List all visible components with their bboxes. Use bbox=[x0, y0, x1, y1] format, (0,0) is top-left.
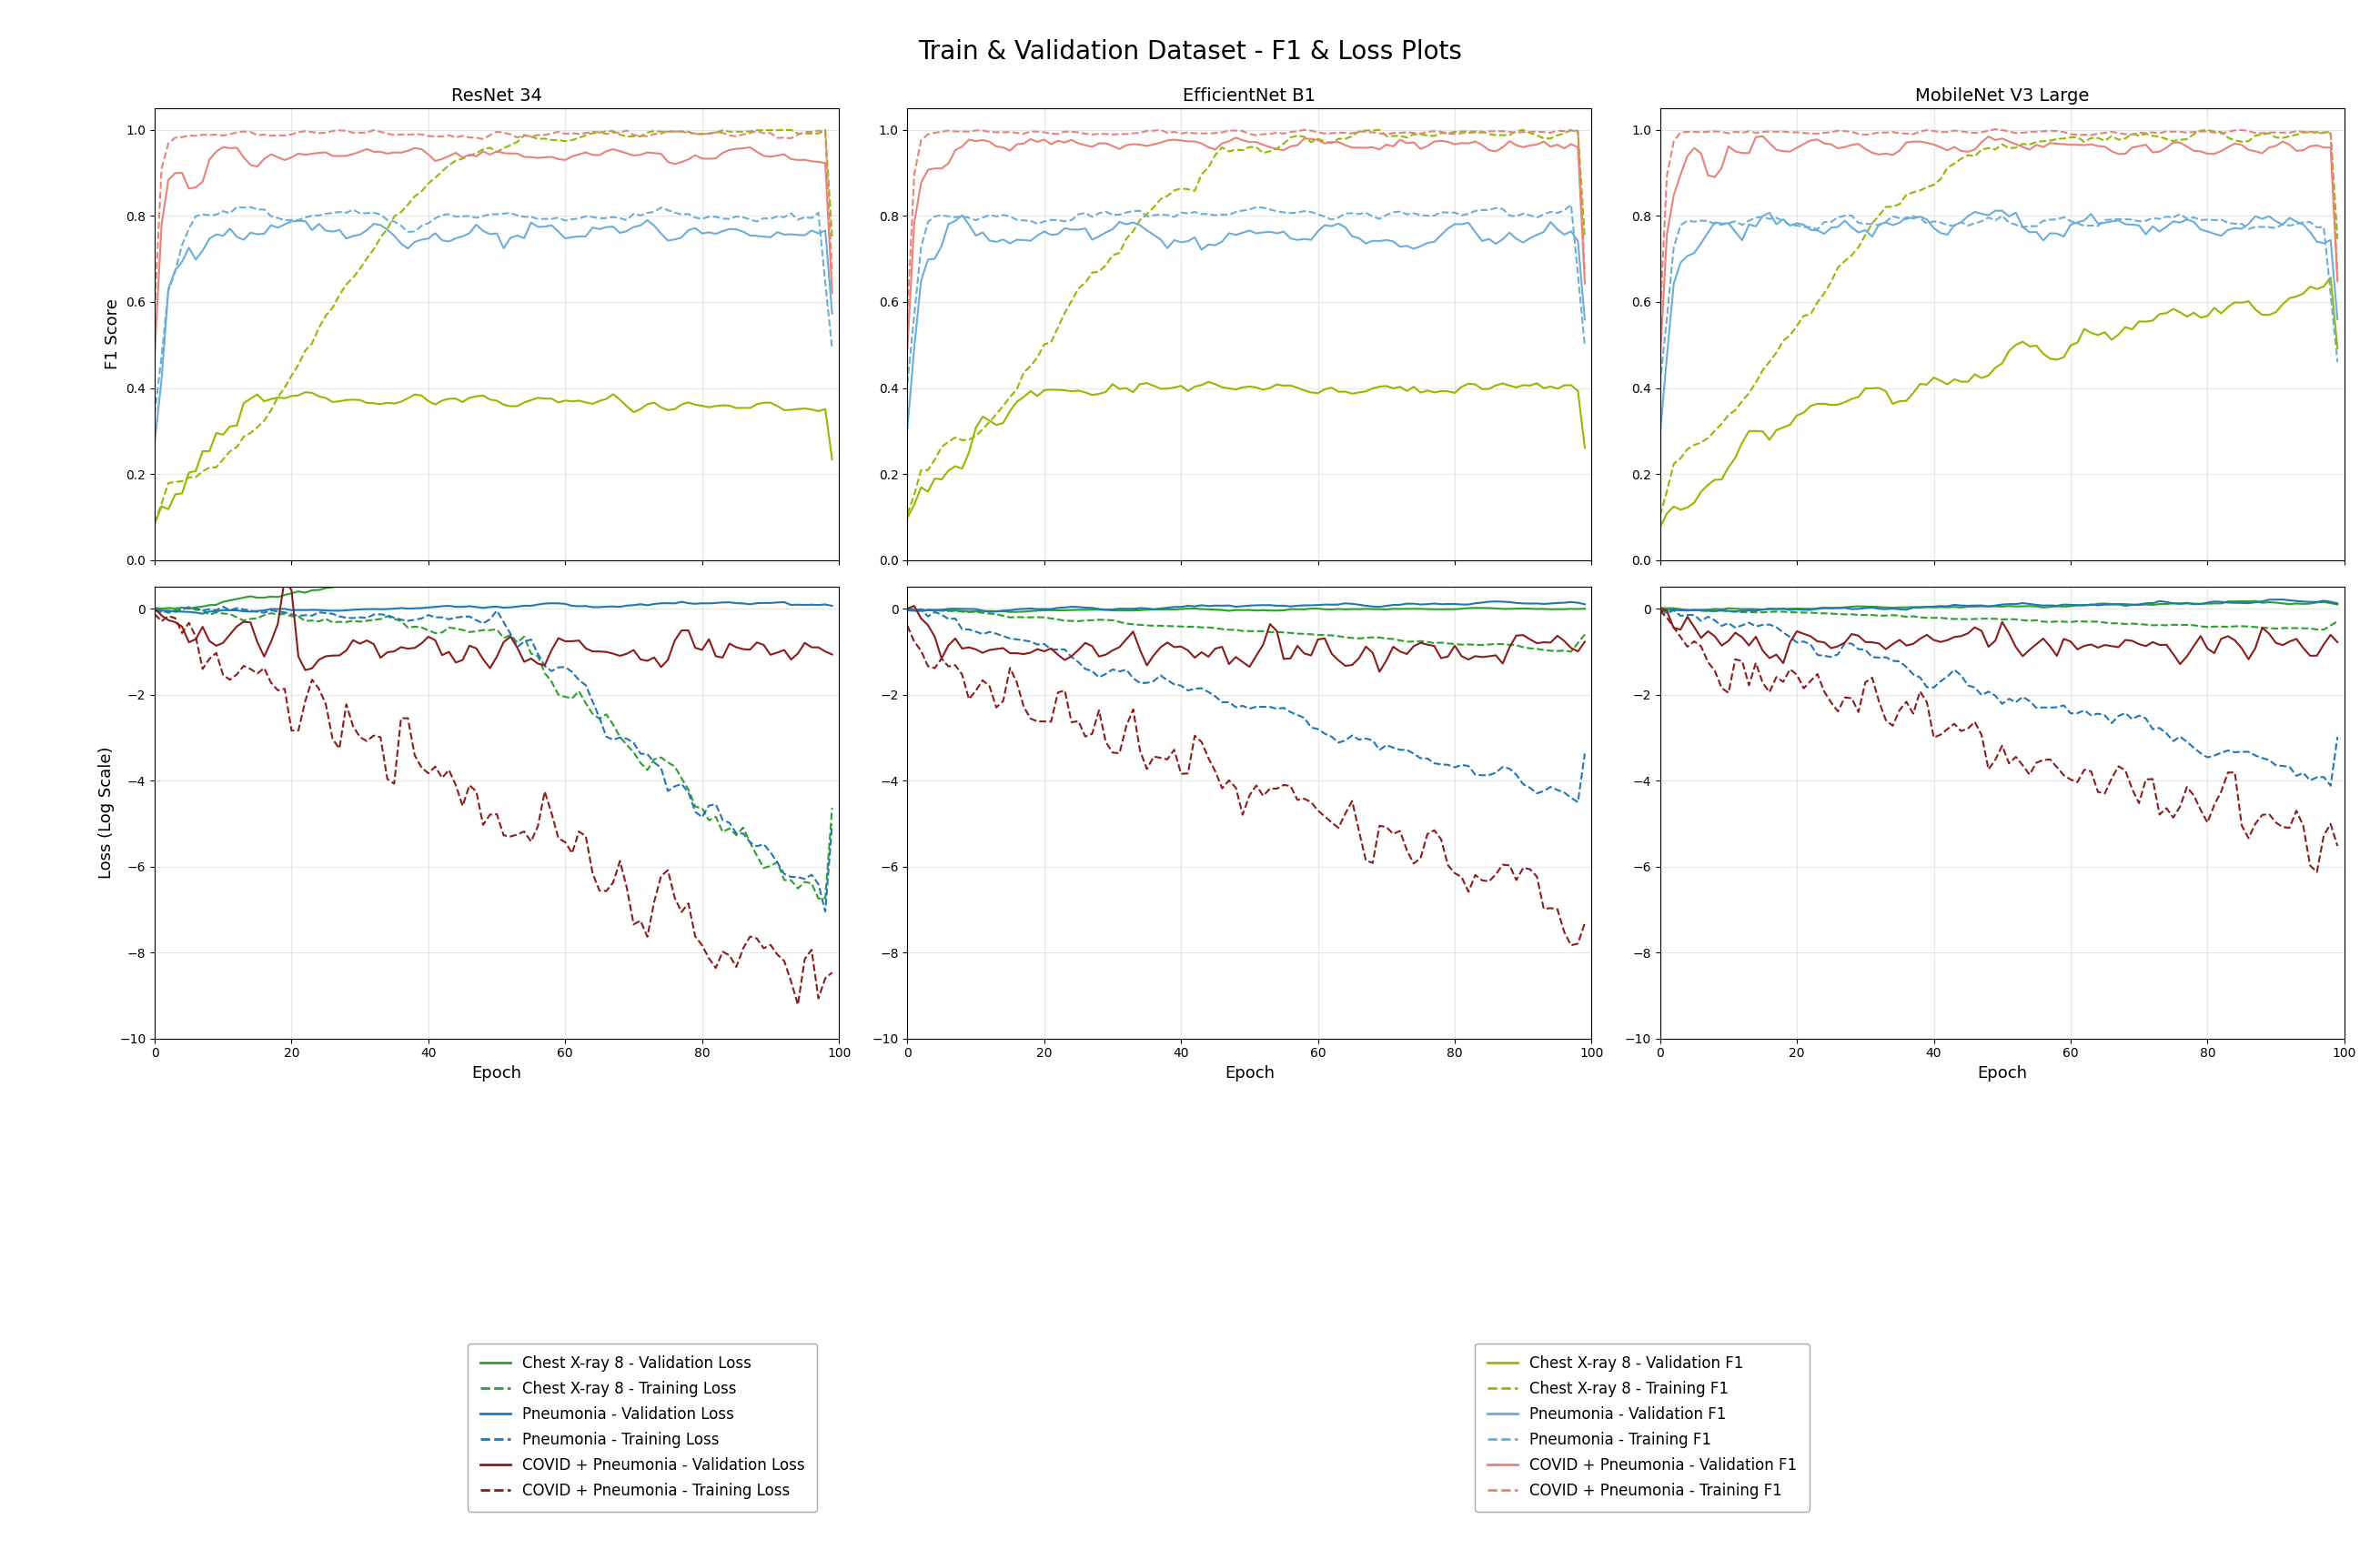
Y-axis label: F1 Score: F1 Score bbox=[105, 299, 121, 369]
X-axis label: Epoch: Epoch bbox=[471, 1065, 521, 1082]
Title: ResNet 34: ResNet 34 bbox=[452, 87, 543, 104]
Legend: Chest X-ray 8 - Validation F1, Chest X-ray 8 - Training F1, Pneumonia - Validati: Chest X-ray 8 - Validation F1, Chest X-r… bbox=[1476, 1344, 1809, 1511]
Title: EfficientNet B1: EfficientNet B1 bbox=[1183, 87, 1316, 104]
Title: MobileNet V3 Large: MobileNet V3 Large bbox=[1916, 87, 2090, 104]
X-axis label: Epoch: Epoch bbox=[1223, 1065, 1276, 1082]
Legend: Chest X-ray 8 - Validation Loss, Chest X-ray 8 - Training Loss, Pneumonia - Vali: Chest X-ray 8 - Validation Loss, Chest X… bbox=[469, 1344, 816, 1511]
Y-axis label: Loss (Log Scale): Loss (Log Scale) bbox=[98, 747, 114, 879]
Text: Train & Validation Dataset - F1 & Loss Plots: Train & Validation Dataset - F1 & Loss P… bbox=[919, 39, 1461, 64]
X-axis label: Epoch: Epoch bbox=[1978, 1065, 2028, 1082]
